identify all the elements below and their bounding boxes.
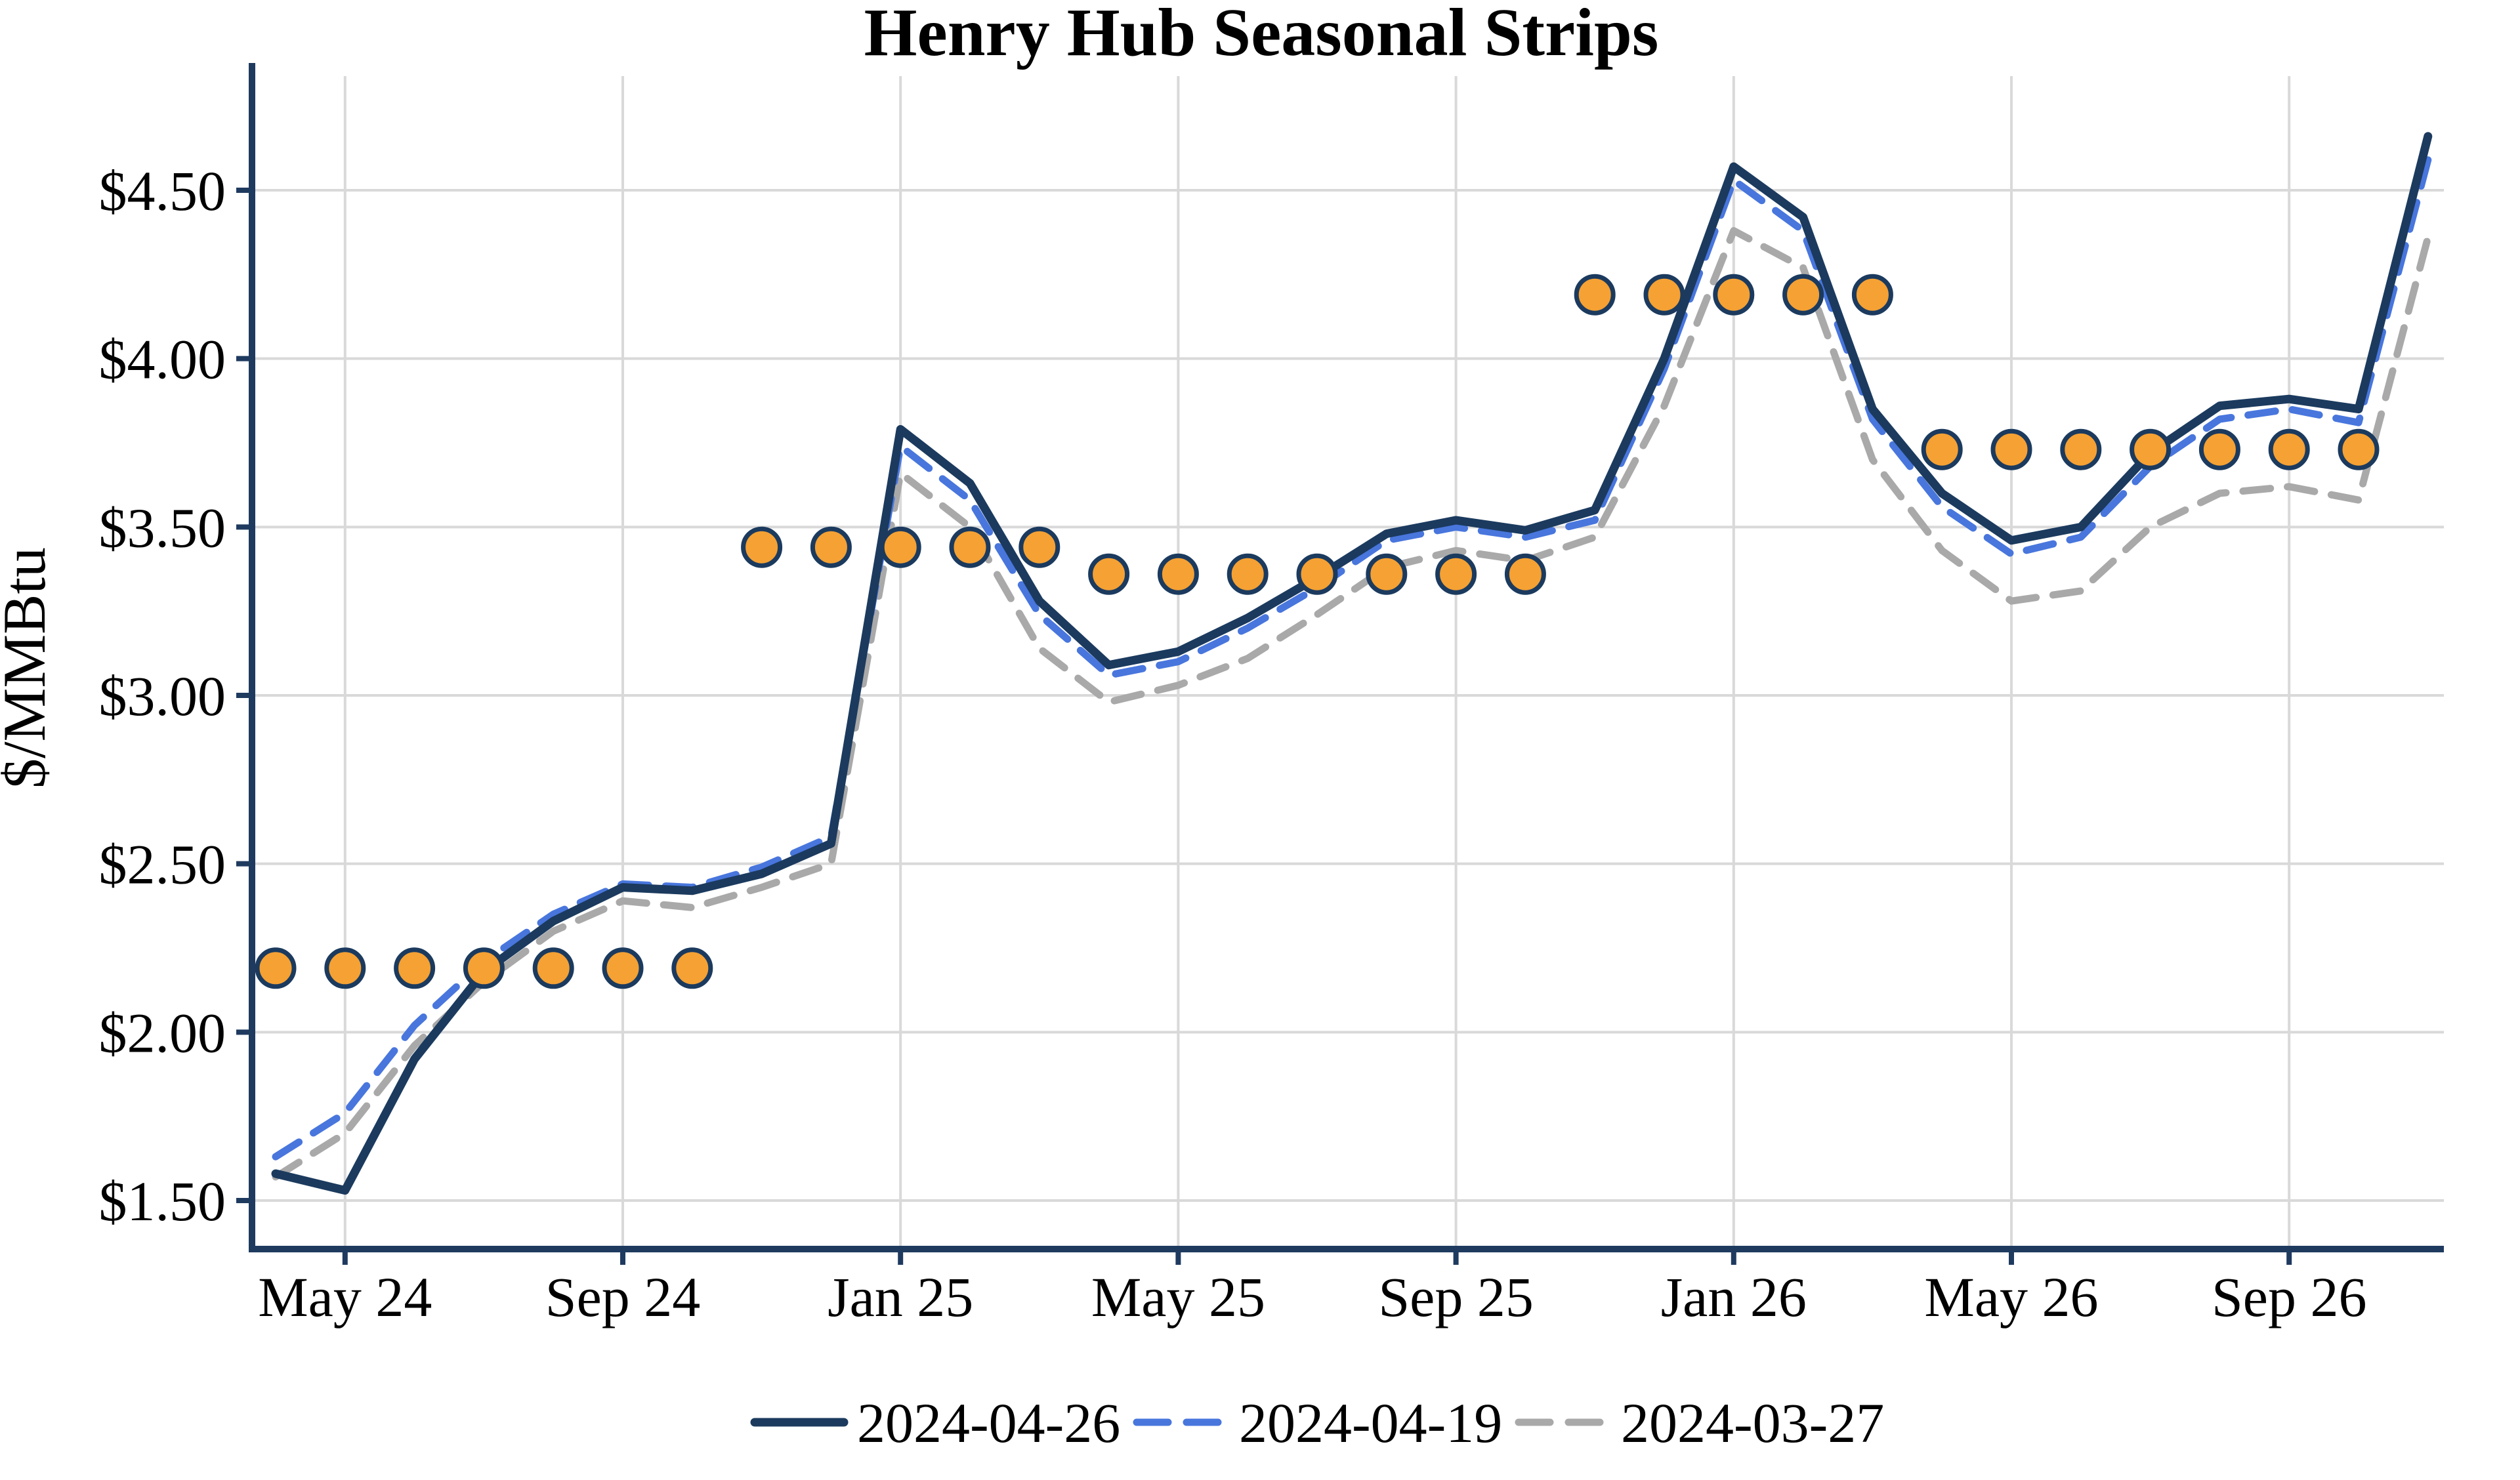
summer-2024-strip-marker <box>324 947 366 989</box>
y-axis-label: $/MMBtu <box>0 547 58 789</box>
x-tick-label: May 26 <box>1924 1265 2098 1328</box>
summer-2025-strip-marker <box>1504 553 1546 595</box>
summer-2025-strip-marker <box>1366 553 1408 595</box>
summer-2024-strip-marker <box>463 947 505 989</box>
legend-item-2024-04-26: 2024-04-26 <box>750 1391 1120 1454</box>
y-tick-label: $2.50 <box>99 833 226 896</box>
summer-2024-strip-marker <box>255 947 297 989</box>
legend: 2024-04-26 2024-04-19 2024-03-27 <box>750 1391 1884 1454</box>
legend-item-2024-04-19: 2024-04-19 <box>1133 1391 1502 1454</box>
winter-2024-25-strip-marker <box>879 526 921 568</box>
axes <box>236 63 2444 1265</box>
summer-2026-strip-marker <box>2130 428 2172 470</box>
summer-2026-strip-marker <box>1921 428 1963 470</box>
winter-2025-26-strip-marker <box>1713 274 1755 316</box>
chart-title: Henry Hub Seasonal Strips <box>864 0 1659 70</box>
y-tick-label: $4.00 <box>99 328 226 391</box>
summer-2026-strip-marker <box>2060 428 2102 470</box>
summer-2024-strip-marker <box>394 947 436 989</box>
x-tick-label: Sep 25 <box>1378 1265 1534 1328</box>
series-line-2024-03-27 <box>272 227 2432 1181</box>
x-tick-label: Sep 26 <box>2212 1265 2367 1328</box>
x-tick-label: Jan 26 <box>1661 1265 1807 1328</box>
winter-2024-25-strip-marker <box>949 526 991 568</box>
summer-2025-strip-marker <box>1088 553 1130 595</box>
summer-2025-strip-marker <box>1296 553 1338 595</box>
x-tick-label: Jan 25 <box>828 1265 973 1328</box>
summer-2026-strip-marker <box>2338 428 2380 470</box>
legend-label: 2024-04-26 <box>857 1391 1120 1454</box>
winter-2025-26-strip-marker <box>1574 274 1616 316</box>
winter-2024-25-strip-marker <box>1018 526 1060 568</box>
winter-2025-26-strip-marker <box>1643 274 1685 316</box>
tick-labels: $1.50 $2.00 $2.50 $3.00 $3.50 $4.00 $4.50 May 2… <box>99 159 2367 1328</box>
summer-2026-strip-marker <box>2268 428 2310 470</box>
x-tick-label: May 24 <box>258 1265 432 1328</box>
series-lines <box>271 132 2433 1195</box>
summer-2025-strip-marker <box>1435 553 1477 595</box>
winter-2025-26-strip-marker <box>1851 274 1893 316</box>
x-tick-label: May 25 <box>1091 1265 1265 1328</box>
summer-2025-strip-marker <box>1157 553 1199 595</box>
series-line-2024-04-26 <box>271 132 2433 1195</box>
y-tick-label: $2.00 <box>99 1001 226 1064</box>
summer-2026-strip-marker <box>2198 428 2240 470</box>
gridlines <box>252 76 2444 1249</box>
summer-2024-strip-marker <box>602 947 644 989</box>
legend-item-2024-03-27: 2024-03-27 <box>1515 1391 1884 1454</box>
seasonal-strip-markers <box>255 274 2380 989</box>
x-tick-label: Sep 24 <box>545 1265 701 1328</box>
summer-2024-strip-marker <box>532 947 574 989</box>
summer-2026-strip-marker <box>1990 428 2032 470</box>
legend-label: 2024-03-27 <box>1621 1391 1884 1454</box>
summer-2025-strip-marker <box>1227 553 1269 595</box>
y-tick-label: $3.00 <box>99 665 226 728</box>
winter-2024-25-strip-marker <box>810 526 852 568</box>
y-tick-label: $1.50 <box>99 1170 226 1233</box>
legend-label: 2024-04-19 <box>1239 1391 1502 1454</box>
winter-2024-25-strip-marker <box>741 526 783 568</box>
y-tick-label: $4.50 <box>99 159 226 222</box>
series-line-2024-04-19 <box>272 156 2432 1161</box>
y-tick-label: $3.50 <box>99 496 226 559</box>
winter-2025-26-strip-marker <box>1782 274 1824 316</box>
summer-2024-strip-marker <box>671 947 713 989</box>
